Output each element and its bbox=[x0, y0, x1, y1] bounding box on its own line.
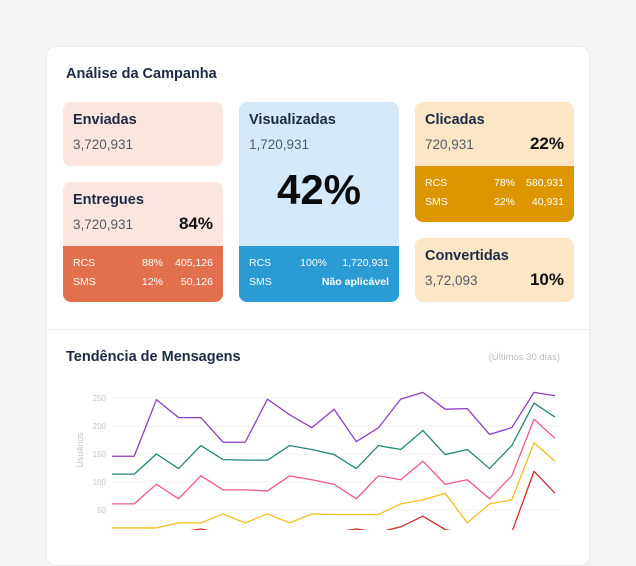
trend-title: Tendência de Mensagens bbox=[66, 349, 241, 365]
entregues-breakdown: RCS 88% 405,126 SMS 12% 50,126 bbox=[63, 246, 223, 302]
breakdown-row-sms: SMS 22% 40,931 bbox=[425, 196, 564, 210]
entregues-value: 3,720,931 bbox=[73, 217, 134, 232]
card-entregues: Entregues 3,720,931 84% RCS 88% 405,126 SM… bbox=[63, 182, 223, 302]
visualizadas-percent: 42% bbox=[276, 166, 362, 213]
card-enviadas: Enviadas 3,720,931 bbox=[63, 102, 223, 166]
percent: 78% bbox=[493, 177, 515, 189]
enviadas-label: Enviadas bbox=[73, 112, 137, 128]
not-applicable-note: Não aplicável bbox=[321, 276, 389, 288]
clicadas-percent: 22% bbox=[529, 134, 564, 153]
campaign-panel: Análise da Campanha Enviadas 3,720,931 E… bbox=[46, 46, 590, 566]
series-line-4 bbox=[112, 442, 556, 529]
card-visualizadas: Visualizadas 1,720,931 42% RCS 100% 1,720,… bbox=[239, 102, 399, 302]
breakdown-row-rcs: RCS 88% 405,126 bbox=[73, 257, 213, 271]
visualizadas-value: 1,720,931 bbox=[249, 137, 310, 152]
breakdown-row-rcs: RCS 100% 1,720,931 bbox=[249, 257, 389, 271]
campaign-title: Análise da Campanha bbox=[66, 66, 217, 82]
convertidas-percent: 10% bbox=[529, 270, 564, 289]
series-line-1 bbox=[112, 391, 556, 457]
percent: 12% bbox=[141, 276, 163, 288]
y-tick-label: 250 bbox=[93, 394, 107, 403]
series-line-2 bbox=[112, 402, 556, 475]
clicadas-label: Clicadas bbox=[425, 112, 485, 128]
channel: RCS bbox=[73, 257, 96, 269]
value: 50,126 bbox=[180, 276, 213, 288]
clicadas-breakdown: RCS 78% 580,931 SMS 22% 40,931 bbox=[415, 166, 574, 222]
convertidas-label: Convertidas bbox=[425, 248, 509, 264]
channel: RCS bbox=[425, 177, 448, 189]
series-line-3 bbox=[112, 418, 556, 505]
trend-chart: 50 100 150 200 250 Usuários bbox=[75, 391, 558, 530]
value: 405,126 bbox=[175, 257, 213, 269]
value: 580,931 bbox=[526, 177, 564, 189]
visualizadas-label: Visualizadas bbox=[249, 112, 336, 128]
trend-range: (Últimos 30 dias) bbox=[488, 352, 560, 363]
channel: SMS bbox=[73, 276, 96, 288]
percent: 88% bbox=[141, 257, 163, 269]
enviadas-value: 3,720,931 bbox=[73, 137, 134, 152]
y-axis-label: Usuários bbox=[75, 432, 85, 468]
y-tick-label: 50 bbox=[97, 506, 106, 515]
breakdown-row-sms: SMS Não aplicável bbox=[249, 276, 389, 290]
value: 1,720,931 bbox=[342, 257, 389, 269]
channel: SMS bbox=[425, 196, 448, 208]
entregues-label: Entregues bbox=[73, 192, 144, 208]
y-tick-label: 200 bbox=[93, 422, 107, 431]
convertidas-value: 3,72,093 bbox=[425, 273, 478, 288]
breakdown-row-sms: SMS 12% 50,126 bbox=[73, 276, 213, 290]
y-tick-label: 150 bbox=[93, 450, 107, 459]
card-clicadas: Clicadas 720,931 22% RCS 78% 580,931 SMS 22… bbox=[415, 102, 574, 222]
y-tick-label: 100 bbox=[93, 478, 107, 487]
breakdown-row-rcs: RCS 78% 580,931 bbox=[425, 177, 564, 191]
entregues-percent: 84% bbox=[178, 214, 213, 233]
visualizadas-breakdown: RCS 100% 1,720,931 SMS Não aplicável bbox=[239, 246, 399, 302]
card-convertidas: Convertidas 3,72,093 10% bbox=[415, 238, 574, 302]
value: 40,931 bbox=[531, 196, 564, 208]
clicadas-value: 720,931 bbox=[425, 137, 474, 152]
series-line-5 bbox=[190, 470, 556, 530]
percent: 100% bbox=[300, 257, 327, 269]
channel: SMS bbox=[249, 276, 272, 288]
section-divider bbox=[47, 329, 589, 330]
percent: 22% bbox=[493, 196, 515, 208]
channel: RCS bbox=[249, 257, 272, 269]
